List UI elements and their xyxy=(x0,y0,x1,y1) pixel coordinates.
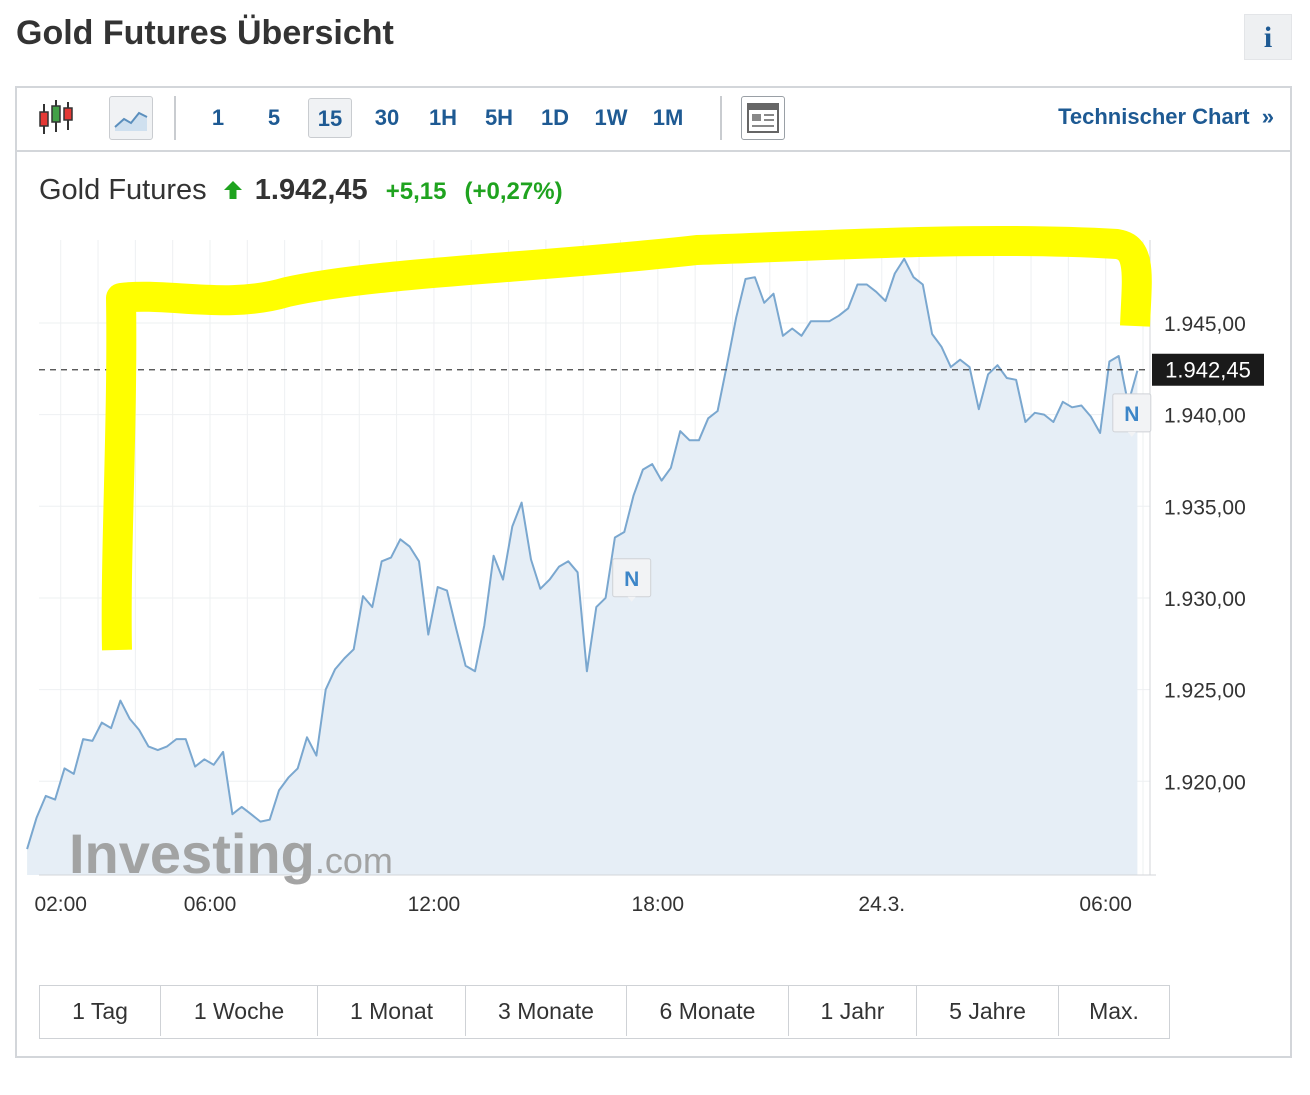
x-tick-label: 06:00 xyxy=(184,893,237,916)
investing-watermark: Investing.com xyxy=(69,822,393,885)
y-tick-label: 1.940,00 xyxy=(1164,405,1246,428)
range-5-jahre[interactable]: 5 Jahre xyxy=(917,986,1059,1036)
highlight-annotation xyxy=(101,225,1152,651)
y-tick-label: 1.935,00 xyxy=(1164,496,1246,519)
interval-5h[interactable]: 5H xyxy=(484,105,514,130)
candlestick-icon[interactable] xyxy=(37,96,77,140)
range-1-tag[interactable]: 1 Tag xyxy=(40,986,161,1036)
range-1-jahr[interactable]: 1 Jahr xyxy=(789,986,917,1036)
news-marker-pointer xyxy=(627,596,636,602)
y-tick-label: 1.930,00 xyxy=(1164,588,1246,611)
y-tick-label: 1.920,00 xyxy=(1164,771,1246,794)
y-tick-label: 1.945,00 xyxy=(1164,313,1246,336)
toolbar-divider xyxy=(720,96,722,140)
interval-15[interactable]: 15 xyxy=(308,98,352,138)
range-3-monate[interactable]: 3 Monate xyxy=(466,986,627,1036)
news-marker-pointer xyxy=(1127,431,1136,437)
x-tick-label: 02:00 xyxy=(34,893,87,916)
interval-1[interactable]: 1 xyxy=(211,105,225,130)
x-tick-label: 18:00 xyxy=(632,893,685,916)
watermark-suffix: .com xyxy=(315,840,393,881)
last-price-tag xyxy=(1152,353,1264,386)
interval-1w[interactable]: 1W xyxy=(594,105,628,130)
price-area xyxy=(27,258,1138,875)
x-tick-label: 06:00 xyxy=(1079,893,1132,916)
news-layout-icon[interactable] xyxy=(741,96,785,140)
news-marker-label: N xyxy=(624,568,639,591)
news-marker: N xyxy=(612,558,652,602)
instrument-name: Gold Futures xyxy=(39,174,207,206)
technical-chart-label: Technischer Chart xyxy=(1058,104,1250,129)
info-button[interactable]: i xyxy=(1244,14,1292,60)
watermark-brand: Investing xyxy=(69,822,315,885)
quote-header: Gold Futures 1.942,45 +5,15 (+0,27%) xyxy=(39,174,563,207)
y-tick-label: 1.925,00 xyxy=(1164,680,1246,703)
chart-widget: 1 5 15 30 1H 5H 1D 1W 1M Technischer Cha… xyxy=(15,86,1292,1058)
range-max[interactable]: Max. xyxy=(1059,986,1169,1036)
page-title: Gold Futures Übersicht xyxy=(16,14,394,52)
last-price: 1.942,45 xyxy=(254,174,368,206)
x-tick-label: 12:00 xyxy=(408,893,461,916)
interval-1h[interactable]: 1H xyxy=(428,105,458,130)
technical-chart-link[interactable]: Technischer Chart » xyxy=(1058,104,1274,130)
last-price-tag-label: 1.942,45 xyxy=(1165,358,1251,383)
double-chevron-right-icon: » xyxy=(1261,104,1274,129)
arrow-up-icon xyxy=(223,176,243,199)
time-range-bar: 1 Tag 1 Woche 1 Monat 3 Monate 6 Monate … xyxy=(39,985,1170,1039)
range-6-monate[interactable]: 6 Monate xyxy=(627,986,789,1036)
interval-1d[interactable]: 1D xyxy=(540,105,570,130)
news-marker-label: N xyxy=(1124,403,1139,426)
interval-1m[interactable]: 1M xyxy=(652,105,684,130)
news-marker: N xyxy=(1112,393,1152,437)
interval-5[interactable]: 5 xyxy=(267,105,281,130)
price-chart[interactable]: 1.945,00 1.940,00 1.935,00 1.930,00 1.925,00… xyxy=(17,88,1290,968)
x-tick-label: 24.3. xyxy=(858,893,905,916)
range-1-monat[interactable]: 1 Monat xyxy=(318,986,466,1036)
range-1-woche[interactable]: 1 Woche xyxy=(161,986,318,1036)
interval-30[interactable]: 30 xyxy=(374,105,400,130)
toolbar-divider xyxy=(174,96,176,140)
price-line xyxy=(26,257,1139,850)
chart-toolbar: 1 5 15 30 1H 5H 1D 1W 1M Technischer Cha… xyxy=(17,88,1290,152)
price-change: +5,15 xyxy=(385,178,447,205)
price-change-percent: (+0,27%) xyxy=(464,178,563,205)
area-chart-icon[interactable] xyxy=(109,96,153,140)
